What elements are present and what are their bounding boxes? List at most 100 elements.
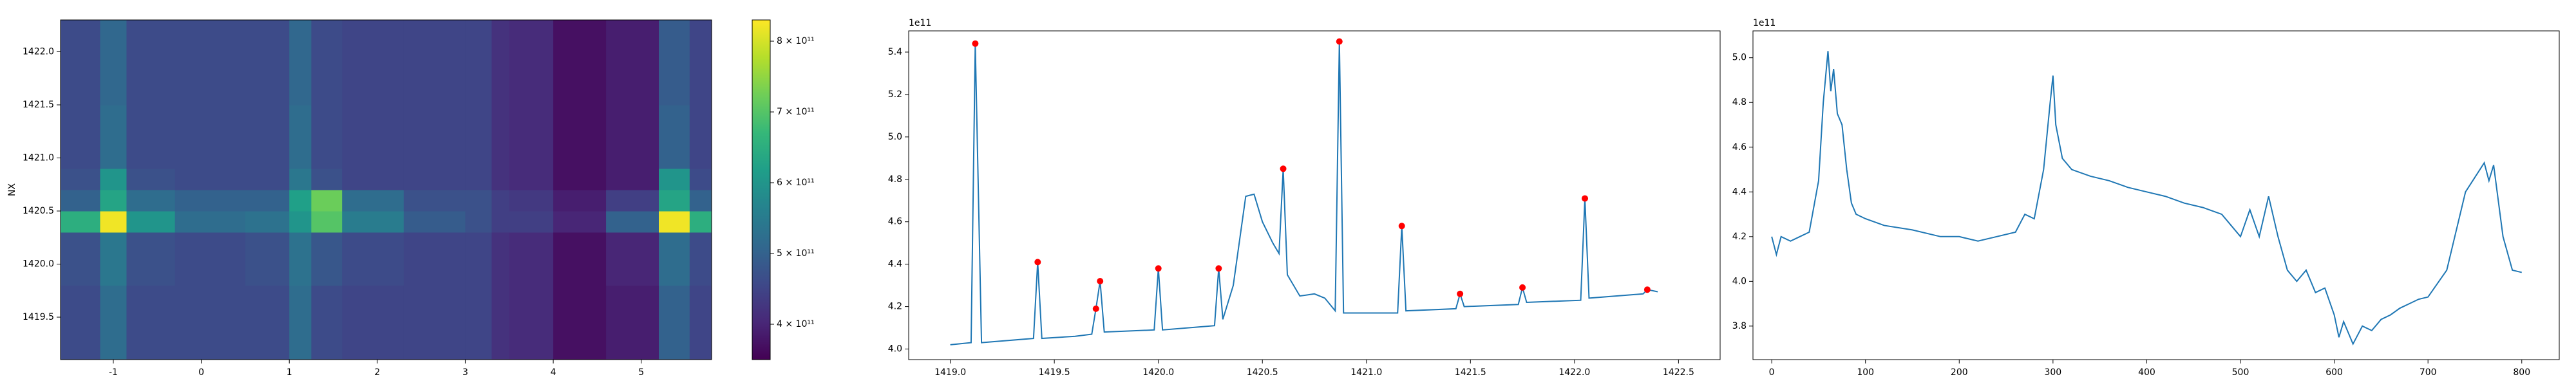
y-tick-label: 1420.5 — [23, 206, 54, 216]
x-tick-label: 1421.5 — [1455, 367, 1486, 378]
colorbar — [752, 19, 771, 360]
heatmap-cell — [311, 211, 343, 233]
heatmap-cell — [659, 190, 690, 212]
heatmap-cell — [289, 20, 312, 106]
heatmap-cell — [491, 169, 510, 190]
x-tick-label: 600 — [2325, 367, 2343, 378]
heatmap-cell — [289, 285, 312, 360]
heatmap-cell — [175, 105, 246, 169]
heatmap-cell — [403, 232, 466, 286]
y-tick-label: 4.2 — [1732, 232, 1747, 242]
heatmap-cell — [342, 232, 404, 286]
x-tick-label: 3 — [462, 367, 468, 378]
heatmap-cell — [61, 169, 100, 190]
heatmap-cell — [100, 285, 127, 360]
peak-marker — [1643, 286, 1651, 293]
y-tick-label: 4.6 — [1732, 142, 1747, 152]
heatmap-cell — [175, 20, 246, 106]
x-tick-label: 4 — [551, 367, 556, 378]
heatmap-cell — [403, 211, 466, 233]
heatmap-cell — [175, 211, 246, 233]
heatmap-cell — [553, 211, 607, 233]
x-tick-label: 1420.5 — [1247, 367, 1278, 378]
heatmap-cell — [403, 169, 466, 190]
y-tick-label: 1419.5 — [23, 312, 54, 322]
colorbar-tick-label: 8 × 10¹¹ — [777, 36, 815, 46]
peak-marker — [1336, 38, 1343, 45]
x-tick-label: 0 — [198, 367, 204, 378]
line-series — [950, 41, 1658, 345]
heatmap-cell — [61, 232, 100, 286]
y-tick-label: 1420.0 — [23, 259, 54, 270]
colorbar-tick-label: 7 × 10¹¹ — [777, 107, 815, 117]
heatmap-cell — [465, 285, 492, 360]
heatmap-cell — [126, 285, 176, 360]
heatmap-cell — [659, 169, 690, 190]
x-tick-label: 500 — [2232, 367, 2249, 378]
heatmap-cell — [403, 285, 466, 360]
heatmap-cell — [465, 20, 492, 106]
heatmap-cell — [342, 211, 404, 233]
heatmap-cell — [100, 169, 127, 190]
heatmap-cell — [245, 232, 290, 286]
heatmap-cell — [403, 105, 466, 169]
peak-marker — [1155, 265, 1162, 272]
heatmap-cell — [659, 211, 690, 233]
y-axis-label: NX — [7, 183, 17, 196]
x-tick-label: 5 — [638, 367, 644, 378]
heatmap-cell — [126, 20, 176, 106]
peak-marker — [1215, 265, 1222, 272]
heatmap-cell — [100, 20, 127, 106]
heatmap-cell — [491, 105, 510, 169]
x-tick-label: -1 — [109, 367, 118, 378]
y-tick-label: 5.2 — [888, 89, 902, 100]
heatmap-cell — [606, 169, 659, 190]
peak-marker — [1582, 195, 1588, 202]
heatmap-cell — [403, 190, 466, 212]
heatmap-cell — [553, 105, 607, 169]
heatmap-cell — [245, 20, 290, 106]
heatmap-cell — [311, 285, 343, 360]
heatmap-cell — [606, 285, 659, 360]
heatmap-cell — [509, 211, 554, 233]
heatmap-cell — [245, 105, 290, 169]
heatmap-cell — [465, 211, 492, 233]
peak-marker — [1092, 305, 1099, 312]
y-tick-label: 5.0 — [1732, 53, 1747, 63]
heatmap-cell — [289, 169, 312, 190]
heatmap-cell — [606, 20, 659, 106]
axes-frame — [908, 30, 1721, 360]
heatmap-cell — [245, 169, 290, 190]
heatmap-cell — [606, 232, 659, 286]
heatmap-cell — [61, 211, 100, 233]
heatmap-cell — [509, 105, 554, 169]
heatmap-cell — [509, 190, 554, 212]
heatmap-cell — [465, 232, 492, 286]
heatmap-cell — [465, 190, 492, 212]
heatmap-cell — [553, 232, 607, 286]
heatmap-cell — [342, 105, 404, 169]
heatmap-cell — [342, 190, 404, 212]
x-tick-label: 1419.5 — [1039, 367, 1070, 378]
heatmap-cell — [491, 285, 510, 360]
axes-frame — [1752, 30, 2560, 360]
heatmap-cell — [509, 285, 554, 360]
heatmap-cell — [606, 190, 659, 212]
axes-frame — [60, 19, 712, 360]
heatmap-cell — [61, 105, 100, 169]
heatmap-cell — [311, 169, 343, 190]
x-tick-label: 1421.0 — [1350, 367, 1382, 378]
x-tick-label: 1422.5 — [1663, 367, 1694, 378]
x-tick-label: 0 — [1769, 367, 1775, 378]
heatmap-cell — [553, 285, 607, 360]
heatmap-cell — [689, 20, 712, 106]
y-tick-label: 5.0 — [888, 132, 902, 142]
heatmap-cell — [245, 285, 290, 360]
line-series — [1771, 51, 2523, 346]
x-tick-label: 400 — [2138, 367, 2155, 378]
y-tick-label: 5.4 — [888, 47, 902, 57]
heatmap-cell — [465, 169, 492, 190]
y-tick-label: 4.0 — [888, 344, 902, 354]
x-tick-label: 2 — [374, 367, 380, 378]
heatmap-cell — [311, 232, 343, 286]
